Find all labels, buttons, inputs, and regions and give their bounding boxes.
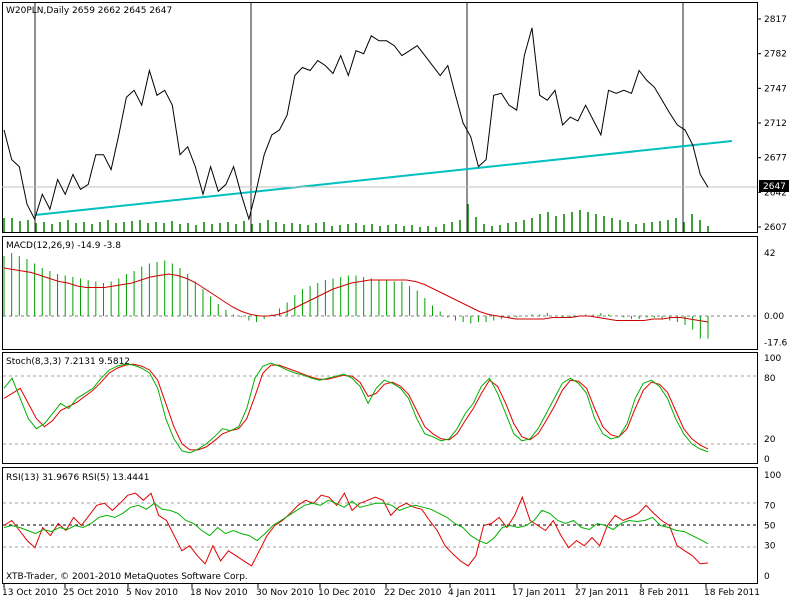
stoch-tick-label: 80 bbox=[764, 374, 776, 384]
macd-tick-label: 0.00 bbox=[764, 312, 784, 322]
date-tick-label: 22 Dec 2010 bbox=[384, 588, 442, 598]
date-tick-label: 18 Nov 2010 bbox=[190, 588, 248, 598]
stoch-main-line bbox=[3, 362, 709, 454]
price-panel-title: W20PLN,Daily 2659 2662 2645 2647 bbox=[6, 6, 172, 16]
price-tick-label: 2607 bbox=[764, 223, 787, 233]
price-panel-frame bbox=[2, 2, 758, 233]
date-tick-label: 10 Dec 2010 bbox=[318, 588, 376, 598]
rsi-panel-frame bbox=[2, 467, 758, 584]
date-tick-label: 30 Nov 2010 bbox=[256, 588, 314, 598]
price-tick-label: 2817 bbox=[764, 15, 787, 25]
stoch-tick-label: 20 bbox=[764, 435, 776, 445]
macd-histogram bbox=[3, 253, 709, 339]
price-tick-label: 2782 bbox=[764, 50, 787, 60]
stoch-panel-title: Stoch(8,3,3) 7.2131 9.5812 bbox=[6, 357, 130, 367]
volume-histogram bbox=[3, 204, 709, 232]
macd-signal-line bbox=[3, 267, 709, 323]
macd-panel[interactable]: MACD(12,26,9) -14.9 -3.8 42 0.00 -17.6 bbox=[2, 236, 788, 350]
date-tick-label: 17 Jan 2011 bbox=[512, 588, 566, 598]
stoch-panel-frame bbox=[2, 352, 758, 464]
price-panel[interactable]: W20PLN,Daily 2659 2662 2645 2647 2817 278… bbox=[2, 2, 789, 234]
macd-panel-title: MACD(12,26,9) -14.9 -3.8 bbox=[6, 241, 121, 251]
rsi-tick-label: 50 bbox=[764, 522, 776, 532]
date-axis: 13 Oct 2010 25 Oct 2010 5 Nov 2010 18 Nov 2… bbox=[2, 584, 760, 598]
price-tick-label: 2712 bbox=[764, 119, 787, 129]
rsi-panel[interactable]: RSI(13) 31.9676 RSI(5) 13.4441 100 70 50 30… bbox=[2, 467, 782, 584]
date-tick-label: 5 Nov 2010 bbox=[126, 588, 178, 598]
macd-tick-label: 42 bbox=[764, 249, 775, 259]
current-price-label: 2647 bbox=[763, 182, 786, 192]
rsi-tick-label: 0 bbox=[764, 572, 770, 582]
stoch-axis: 100 80 20 0 bbox=[764, 354, 781, 465]
copyright-text: XTB-Trader, © 2001-2010 MetaQuotes Softw… bbox=[6, 572, 248, 582]
price-tick-label: 2677 bbox=[764, 154, 787, 164]
stoch-tick-label: 100 bbox=[764, 354, 781, 364]
rsi13-line bbox=[3, 499, 709, 545]
rsi-panel-title: RSI(13) 31.9676 RSI(5) 13.4441 bbox=[6, 473, 149, 483]
macd-panel-frame bbox=[2, 236, 758, 350]
macd-axis: 42 0.00 -17.6 bbox=[764, 249, 788, 348]
rsi-tick-label: 30 bbox=[764, 542, 776, 552]
current-price-badge bbox=[759, 180, 789, 192]
stoch-signal-line bbox=[3, 363, 709, 451]
stoch-panel[interactable]: Stoch(8,3,3) 7.2131 9.5812 100 80 20 0 bbox=[2, 352, 782, 466]
rsi-axis: 100 70 50 30 0 bbox=[764, 471, 781, 582]
date-tick-label: 13 Oct 2010 bbox=[2, 588, 58, 598]
period-separators bbox=[34, 3, 684, 232]
date-tick-label: 18 Feb 2011 bbox=[704, 588, 760, 598]
stoch-tick-label: 0 bbox=[764, 455, 770, 465]
date-tick-label: 27 Jan 2011 bbox=[575, 588, 629, 598]
rsi5-line bbox=[3, 492, 709, 567]
trend-line[interactable] bbox=[34, 140, 733, 216]
price-axis: 2817 2782 2747 2712 2677 2642 2607 bbox=[757, 15, 787, 233]
rsi-tick-label: 70 bbox=[764, 501, 776, 511]
date-tick-label: 4 Jan 2011 bbox=[448, 588, 496, 598]
macd-tick-label: -17.6 bbox=[764, 338, 788, 348]
price-tick-label: 2747 bbox=[764, 84, 787, 94]
date-tick-label: 25 Oct 2010 bbox=[63, 588, 119, 598]
price-line[interactable] bbox=[3, 27, 709, 221]
rsi-tick-label: 100 bbox=[764, 471, 781, 481]
price-tick-label: 2642 bbox=[764, 188, 787, 198]
date-tick-label: 8 Feb 2011 bbox=[639, 588, 689, 598]
